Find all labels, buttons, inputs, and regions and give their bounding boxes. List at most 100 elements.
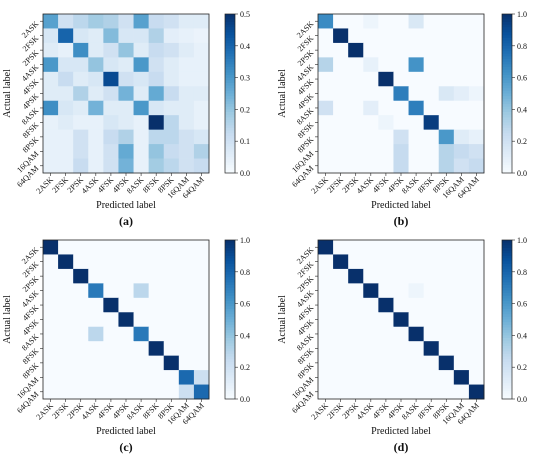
colorbar-segment bbox=[225, 72, 235, 76]
colorbar-segment bbox=[225, 165, 235, 169]
colorbar-segment bbox=[225, 135, 235, 139]
heatmap-cell bbox=[43, 240, 59, 255]
heatmap-cell bbox=[423, 297, 440, 313]
colorbar-tick-label: 0.2 bbox=[240, 363, 250, 372]
colorbar-segment bbox=[225, 90, 235, 94]
colorbar-segment bbox=[225, 127, 235, 131]
heatmap-cell bbox=[73, 312, 89, 328]
heatmap-cell bbox=[363, 129, 379, 145]
heatmap-cell bbox=[378, 28, 394, 44]
heatmap-cell bbox=[163, 341, 180, 357]
colorbar-segment bbox=[502, 277, 512, 281]
colorbar-segment bbox=[225, 24, 235, 28]
heatmap-cell bbox=[43, 115, 59, 131]
heatmap-cell bbox=[118, 28, 134, 44]
colorbar-tick-label: 0.8 bbox=[517, 42, 527, 51]
colorbar-segment bbox=[502, 340, 512, 344]
heatmap-cell bbox=[193, 384, 210, 400]
colorbar-segment bbox=[225, 149, 235, 153]
colorbar-segment bbox=[502, 396, 512, 400]
heatmap-cell bbox=[408, 268, 425, 284]
colorbar-tick-label: 0.2 bbox=[240, 105, 250, 114]
colorbar-segment bbox=[502, 56, 512, 60]
heatmap-cell bbox=[468, 158, 485, 174]
heatmap-cell bbox=[408, 115, 425, 131]
heatmap-cell bbox=[438, 28, 455, 44]
heatmap-cell bbox=[333, 254, 349, 270]
heatmap-cell bbox=[58, 326, 74, 342]
colorbar-segment bbox=[502, 351, 512, 355]
heatmap-cell bbox=[468, 57, 485, 73]
heatmap-cell bbox=[453, 326, 470, 342]
heatmap-cell bbox=[73, 355, 89, 371]
heatmap-cell bbox=[148, 42, 165, 58]
heatmap-cell bbox=[118, 326, 134, 342]
heatmap-cell bbox=[318, 14, 334, 29]
heatmap-cell bbox=[318, 144, 334, 159]
colorbar-segment bbox=[502, 285, 512, 289]
heatmap-cell bbox=[438, 268, 455, 284]
x-tick-label: 8FSK bbox=[141, 401, 161, 421]
heatmap-cell bbox=[318, 158, 334, 174]
colorbar-segment bbox=[225, 314, 235, 318]
heatmap-cell bbox=[88, 268, 104, 284]
heatmap-cell bbox=[133, 115, 150, 131]
colorbar-segment bbox=[502, 29, 512, 33]
panel-label: (d) bbox=[394, 440, 409, 454]
heatmap-cell bbox=[58, 240, 74, 255]
colorbar-frame bbox=[224, 239, 236, 400]
colorbar-segment bbox=[502, 24, 512, 28]
colorbar-segment bbox=[502, 282, 512, 286]
heatmap-cell bbox=[43, 86, 59, 102]
heatmap-cell bbox=[378, 71, 394, 87]
colorbar-segment bbox=[225, 59, 235, 63]
colorbar-segment bbox=[502, 338, 512, 342]
heatmap-cell bbox=[133, 86, 150, 102]
heatmap-cell bbox=[43, 144, 59, 159]
x-tick-label: 2FSK bbox=[50, 401, 70, 421]
colorbar-segment bbox=[225, 375, 235, 379]
heatmap-cell bbox=[118, 355, 134, 371]
heatmap-cell bbox=[148, 129, 165, 145]
heatmap-cell bbox=[378, 326, 394, 342]
colorbar-segment bbox=[502, 316, 512, 320]
x-tick-label: 4FSK bbox=[96, 401, 116, 421]
heatmap-cell bbox=[73, 297, 89, 313]
colorbar-segment bbox=[225, 85, 235, 89]
heatmap-cell bbox=[363, 42, 379, 58]
heatmap-cell bbox=[423, 283, 440, 299]
heatmap-cell bbox=[148, 71, 165, 87]
colorbar-segment bbox=[225, 82, 235, 86]
heatmap-cell bbox=[88, 283, 104, 299]
heatmap-cell bbox=[88, 254, 104, 270]
heatmap-cell bbox=[333, 144, 349, 159]
heatmap-cell bbox=[318, 86, 334, 102]
colorbar-segment bbox=[225, 340, 235, 344]
heatmap-cell bbox=[408, 14, 425, 29]
heatmap-cell bbox=[348, 115, 364, 131]
heatmap-cell bbox=[163, 100, 180, 116]
colorbar-segment bbox=[502, 61, 512, 65]
heatmap-cell bbox=[58, 370, 74, 385]
heatmap-cell bbox=[333, 297, 349, 313]
heatmap-cell bbox=[73, 144, 89, 159]
heatmap-cell bbox=[103, 28, 119, 44]
heatmap-cell bbox=[88, 144, 104, 159]
colorbar-segment bbox=[225, 74, 235, 78]
heatmap-cell bbox=[363, 283, 379, 299]
x-tick-label: 8ASK bbox=[400, 175, 421, 196]
colorbar-segment bbox=[502, 77, 512, 81]
heatmap-cell bbox=[423, 28, 440, 44]
heatmap-cell bbox=[88, 129, 104, 145]
heatmap-cell bbox=[438, 312, 455, 328]
colorbar-segment bbox=[502, 133, 512, 137]
colorbar-segment bbox=[225, 40, 235, 44]
heatmap-cell bbox=[348, 100, 364, 116]
colorbar-segment bbox=[225, 170, 235, 174]
heatmap-cell bbox=[118, 100, 134, 116]
colorbar-segment bbox=[225, 353, 235, 357]
heatmap-cell bbox=[193, 370, 210, 385]
heatmap-cell bbox=[438, 283, 455, 299]
colorbar-segment bbox=[225, 167, 235, 171]
heatmap-cell bbox=[163, 312, 180, 328]
